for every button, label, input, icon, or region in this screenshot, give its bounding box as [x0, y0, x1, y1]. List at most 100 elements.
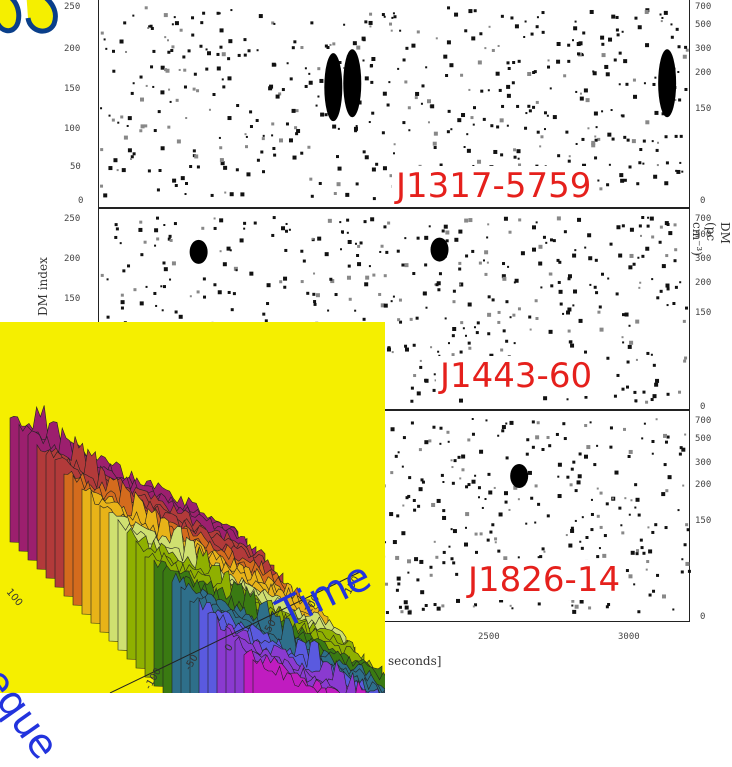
noise-point: [506, 61, 510, 65]
noise-point: [140, 97, 145, 102]
noise-point: [574, 519, 577, 522]
noise-point: [327, 218, 332, 223]
noise-point: [404, 344, 408, 348]
noise-point: [661, 112, 665, 116]
noise-point: [169, 278, 172, 281]
noise-point: [547, 65, 551, 69]
noise-point: [474, 603, 478, 607]
noise-point: [674, 248, 678, 252]
noise-point: [313, 302, 317, 306]
noise-point: [158, 169, 162, 173]
noise-point: [504, 500, 508, 504]
noise-point: [601, 272, 605, 276]
y-tick-right: 300: [695, 458, 712, 468]
noise-point: [442, 515, 447, 520]
noise-point: [623, 59, 628, 64]
noise-point: [163, 267, 168, 272]
noise-point: [174, 21, 179, 26]
noise-point: [229, 192, 234, 197]
noise-point: [572, 304, 575, 307]
noise-point: [357, 244, 361, 248]
noise-point: [498, 88, 502, 92]
noise-point: [600, 35, 605, 40]
noise-point: [122, 269, 126, 273]
pulse-detection: [510, 464, 529, 488]
noise-point: [567, 277, 571, 281]
noise-point: [447, 440, 450, 443]
noise-point: [528, 109, 532, 113]
noise-point: [626, 360, 630, 364]
noise-point: [512, 61, 516, 65]
noise-point: [380, 303, 385, 308]
noise-point: [150, 65, 154, 69]
noise-point: [635, 497, 640, 502]
noise-point: [132, 82, 135, 85]
noise-point: [590, 512, 594, 516]
noise-point: [171, 23, 174, 26]
noise-point: [453, 459, 457, 463]
noise-point: [364, 282, 369, 287]
noise-point: [534, 521, 537, 524]
noise-point: [103, 38, 106, 41]
noise-point: [442, 550, 446, 554]
noise-point: [436, 281, 441, 286]
noise-point: [595, 126, 598, 129]
y-tick-left: 250: [64, 214, 81, 224]
noise-point: [540, 135, 544, 139]
noise-point: [383, 225, 387, 229]
noise-point: [416, 391, 421, 396]
noise-point: [647, 216, 650, 219]
noise-point: [309, 177, 313, 181]
noise-point: [516, 149, 521, 154]
noise-point: [599, 187, 603, 191]
noise-point: [271, 62, 276, 67]
noise-point: [501, 425, 506, 430]
noise-point: [620, 114, 623, 117]
noise-point: [638, 161, 642, 165]
noise-point: [666, 304, 669, 307]
noise-point: [571, 39, 574, 42]
noise-point: [271, 21, 275, 25]
noise-point: [458, 283, 461, 286]
noise-point: [614, 470, 619, 475]
noise-point: [500, 153, 504, 157]
noise-point: [474, 550, 478, 554]
noise-point: [531, 445, 535, 449]
noise-point: [289, 77, 293, 81]
noise-point: [596, 555, 600, 559]
noise-point: [607, 602, 611, 606]
noise-point: [679, 281, 682, 284]
noise-point: [649, 216, 654, 221]
noise-point: [345, 192, 350, 197]
noise-point: [584, 246, 587, 249]
noise-point: [626, 385, 630, 389]
noise-point: [410, 421, 414, 425]
noise-point: [501, 429, 505, 433]
noise-point: [568, 155, 571, 158]
noise-point: [175, 98, 179, 102]
noise-point: [347, 264, 351, 268]
noise-point: [506, 93, 511, 98]
noise-point: [390, 427, 395, 432]
noise-point: [419, 359, 422, 362]
noise-point: [414, 557, 419, 562]
noise-point: [611, 497, 614, 500]
noise-point: [371, 167, 376, 172]
noise-point: [106, 315, 110, 319]
noise-point: [317, 95, 320, 98]
noise-point: [685, 48, 689, 52]
noise-point: [513, 148, 517, 152]
noise-point: [464, 334, 467, 337]
noise-point: [167, 50, 171, 54]
noise-point: [450, 557, 454, 561]
noise-point: [543, 396, 548, 401]
noise-point: [571, 599, 575, 603]
noise-point: [359, 241, 363, 245]
noise-point: [262, 170, 266, 174]
noise-point: [354, 309, 357, 312]
noise-point: [462, 327, 465, 330]
noise-point: [147, 26, 150, 29]
noise-point: [656, 296, 660, 300]
noise-point: [628, 513, 631, 516]
noise-point: [421, 84, 425, 88]
